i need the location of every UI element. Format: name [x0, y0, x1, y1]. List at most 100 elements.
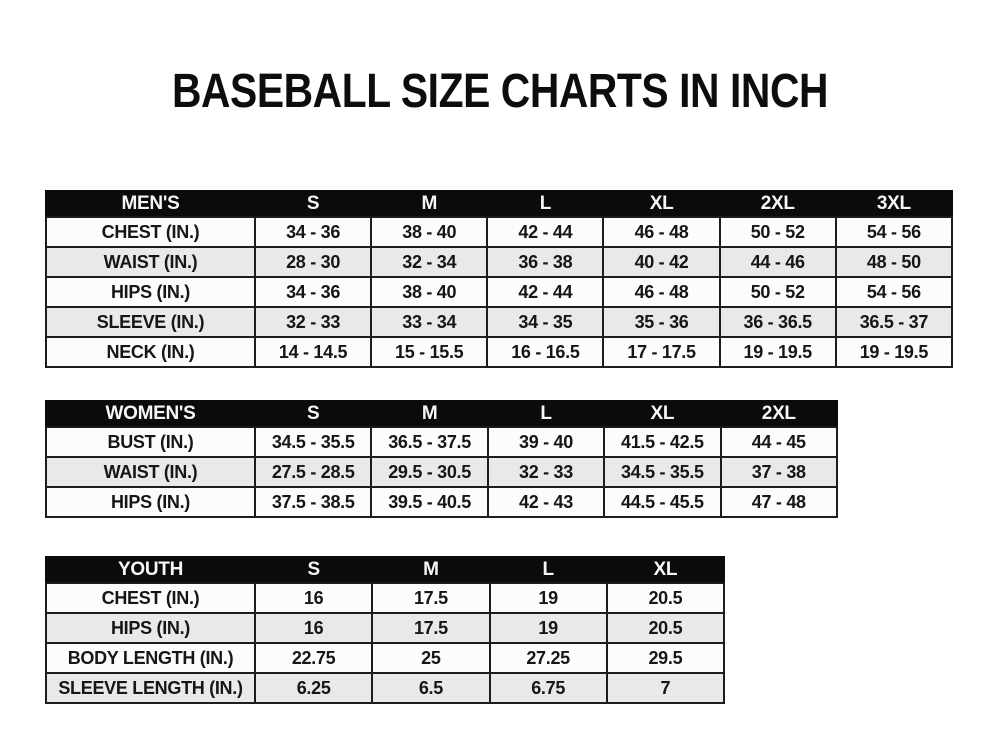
value-cell: 16 [253, 582, 374, 614]
value-cell: 42 - 43 [486, 486, 606, 518]
value-cell: 17.5 [371, 582, 491, 614]
value-cell: 38 - 40 [370, 276, 489, 308]
row-label: WAIST (IN.) [45, 246, 256, 278]
value-cell: 33 - 34 [370, 306, 489, 338]
value-cell: 27.5 - 28.5 [253, 456, 373, 488]
size-column-header: XL [602, 190, 721, 218]
row-label: BUST (IN.) [45, 426, 256, 458]
youth-table: YOUTH S M L XL CHEST (IN.) 16 17.5 19 20.5 HIPS (I… [45, 556, 726, 704]
size-column-header: XL [605, 556, 726, 584]
value-cell: 25 [371, 642, 491, 674]
value-cell: 50 - 52 [718, 216, 837, 248]
value-cell: 44.5 - 45.5 [603, 486, 722, 518]
value-cell: 20.5 [605, 582, 726, 614]
size-column-header: M [370, 400, 489, 428]
table-row: WAIST (IN.) 27.5 - 28.5 29.5 - 30.5 32 - 33… [45, 456, 839, 488]
header-row: YOUTH S M L XL [45, 556, 726, 584]
value-cell: 46 - 48 [602, 216, 721, 248]
value-cell: 46 - 48 [602, 276, 721, 308]
table-row: SLEEVE (IN.) 32 - 33 33 - 34 34 - 35 35 - 36… [45, 306, 954, 338]
size-column-header: S [253, 400, 373, 428]
value-cell: 37 - 38 [719, 456, 839, 488]
table-row: HIPS (IN.) 16 17.5 19 20.5 [45, 612, 726, 644]
value-cell: 42 - 44 [486, 276, 605, 308]
value-cell: 19 - 19.5 [834, 336, 954, 368]
youth-size-table: YOUTH S M L XL CHEST (IN.) 16 17.5 19 20.5 HIPS (I… [45, 556, 726, 704]
value-cell: 19 [488, 612, 608, 644]
size-column-header: 2XL [719, 400, 839, 428]
value-cell: 36.5 - 37 [834, 306, 954, 338]
womens-table: WOMEN'S S M L XL 2XL BUST (IN.) 34.5 - 35.5 36.5… [45, 400, 839, 518]
size-column-header: L [486, 190, 605, 218]
value-cell: 34 - 36 [253, 216, 373, 248]
value-cell: 29.5 - 30.5 [370, 456, 489, 488]
value-cell: 22.75 [253, 642, 374, 674]
row-label: BODY LENGTH (IN.) [45, 642, 256, 674]
size-column-header: S [253, 190, 373, 218]
size-column-header: 2XL [718, 190, 837, 218]
table-row: WAIST (IN.) 28 - 30 32 - 34 36 - 38 40 - 42 4… [45, 246, 954, 278]
value-cell: 38 - 40 [370, 216, 489, 248]
value-cell: 54 - 56 [834, 276, 954, 308]
table-row: BUST (IN.) 34.5 - 35.5 36.5 - 37.5 39 - 40 4… [45, 426, 839, 458]
table-row: CHEST (IN.) 16 17.5 19 20.5 [45, 582, 726, 614]
value-cell: 50 - 52 [718, 276, 837, 308]
size-column-header: L [488, 556, 608, 584]
value-cell: 35 - 36 [602, 306, 721, 338]
value-cell: 16 [253, 612, 374, 644]
row-label: WAIST (IN.) [45, 456, 256, 488]
row-label: HIPS (IN.) [45, 612, 256, 644]
value-cell: 36 - 38 [486, 246, 605, 278]
value-cell: 34.5 - 35.5 [253, 426, 373, 458]
value-cell: 7 [605, 672, 726, 704]
page-title: BASEBALL SIZE CHARTS IN INCH [171, 65, 829, 118]
header-row: WOMEN'S S M L XL 2XL [45, 400, 839, 428]
value-cell: 40 - 42 [602, 246, 721, 278]
value-cell: 17.5 [371, 612, 491, 644]
value-cell: 14 - 14.5 [253, 336, 373, 368]
table-title-cell: MEN'S [45, 190, 256, 218]
value-cell: 34.5 - 35.5 [603, 456, 722, 488]
value-cell: 36 - 36.5 [718, 306, 837, 338]
mens-size-table: MEN'S S M L XL 2XL 3XL CHEST (IN.) 34 - 36 38 - 4… [45, 190, 954, 368]
size-column-header: S [253, 556, 374, 584]
value-cell: 6.75 [488, 672, 608, 704]
value-cell: 39 - 40 [486, 426, 606, 458]
size-column-header: 3XL [834, 190, 954, 218]
value-cell: 34 - 36 [253, 276, 373, 308]
row-label: SLEEVE LENGTH (IN.) [45, 672, 256, 704]
value-cell: 36.5 - 37.5 [370, 426, 489, 458]
table-row: BODY LENGTH (IN.) 22.75 25 27.25 29.5 [45, 642, 726, 674]
value-cell: 29.5 [605, 642, 726, 674]
size-column-header: XL [603, 400, 722, 428]
value-cell: 19 - 19.5 [718, 336, 837, 368]
row-label: HIPS (IN.) [45, 276, 256, 308]
row-label: CHEST (IN.) [45, 582, 256, 614]
header-row: MEN'S S M L XL 2XL 3XL [45, 190, 954, 218]
table-row: HIPS (IN.) 34 - 36 38 - 40 42 - 44 46 - 48 50… [45, 276, 954, 308]
table-row: SLEEVE LENGTH (IN.) 6.25 6.5 6.75 7 [45, 672, 726, 704]
size-column-header: M [370, 190, 489, 218]
value-cell: 42 - 44 [486, 216, 605, 248]
value-cell: 32 - 33 [253, 306, 373, 338]
value-cell: 19 [488, 582, 608, 614]
value-cell: 48 - 50 [834, 246, 954, 278]
value-cell: 15 - 15.5 [370, 336, 489, 368]
womens-size-table: WOMEN'S S M L XL 2XL BUST (IN.) 34.5 - 35.5 36.5… [45, 400, 839, 518]
value-cell: 28 - 30 [253, 246, 373, 278]
value-cell: 41.5 - 42.5 [603, 426, 722, 458]
row-label: HIPS (IN.) [45, 486, 256, 518]
table-row: HIPS (IN.) 37.5 - 38.5 39.5 - 40.5 42 - 43 4… [45, 486, 839, 518]
value-cell: 47 - 48 [719, 486, 839, 518]
value-cell: 32 - 34 [370, 246, 489, 278]
value-cell: 44 - 45 [719, 426, 839, 458]
row-label: NECK (IN.) [45, 336, 256, 368]
value-cell: 17 - 17.5 [602, 336, 721, 368]
value-cell: 6.5 [371, 672, 491, 704]
value-cell: 32 - 33 [486, 456, 606, 488]
table-title-cell: YOUTH [45, 556, 256, 584]
value-cell: 20.5 [605, 612, 726, 644]
table-row: CHEST (IN.) 34 - 36 38 - 40 42 - 44 46 - 48 5… [45, 216, 954, 248]
value-cell: 16 - 16.5 [486, 336, 605, 368]
